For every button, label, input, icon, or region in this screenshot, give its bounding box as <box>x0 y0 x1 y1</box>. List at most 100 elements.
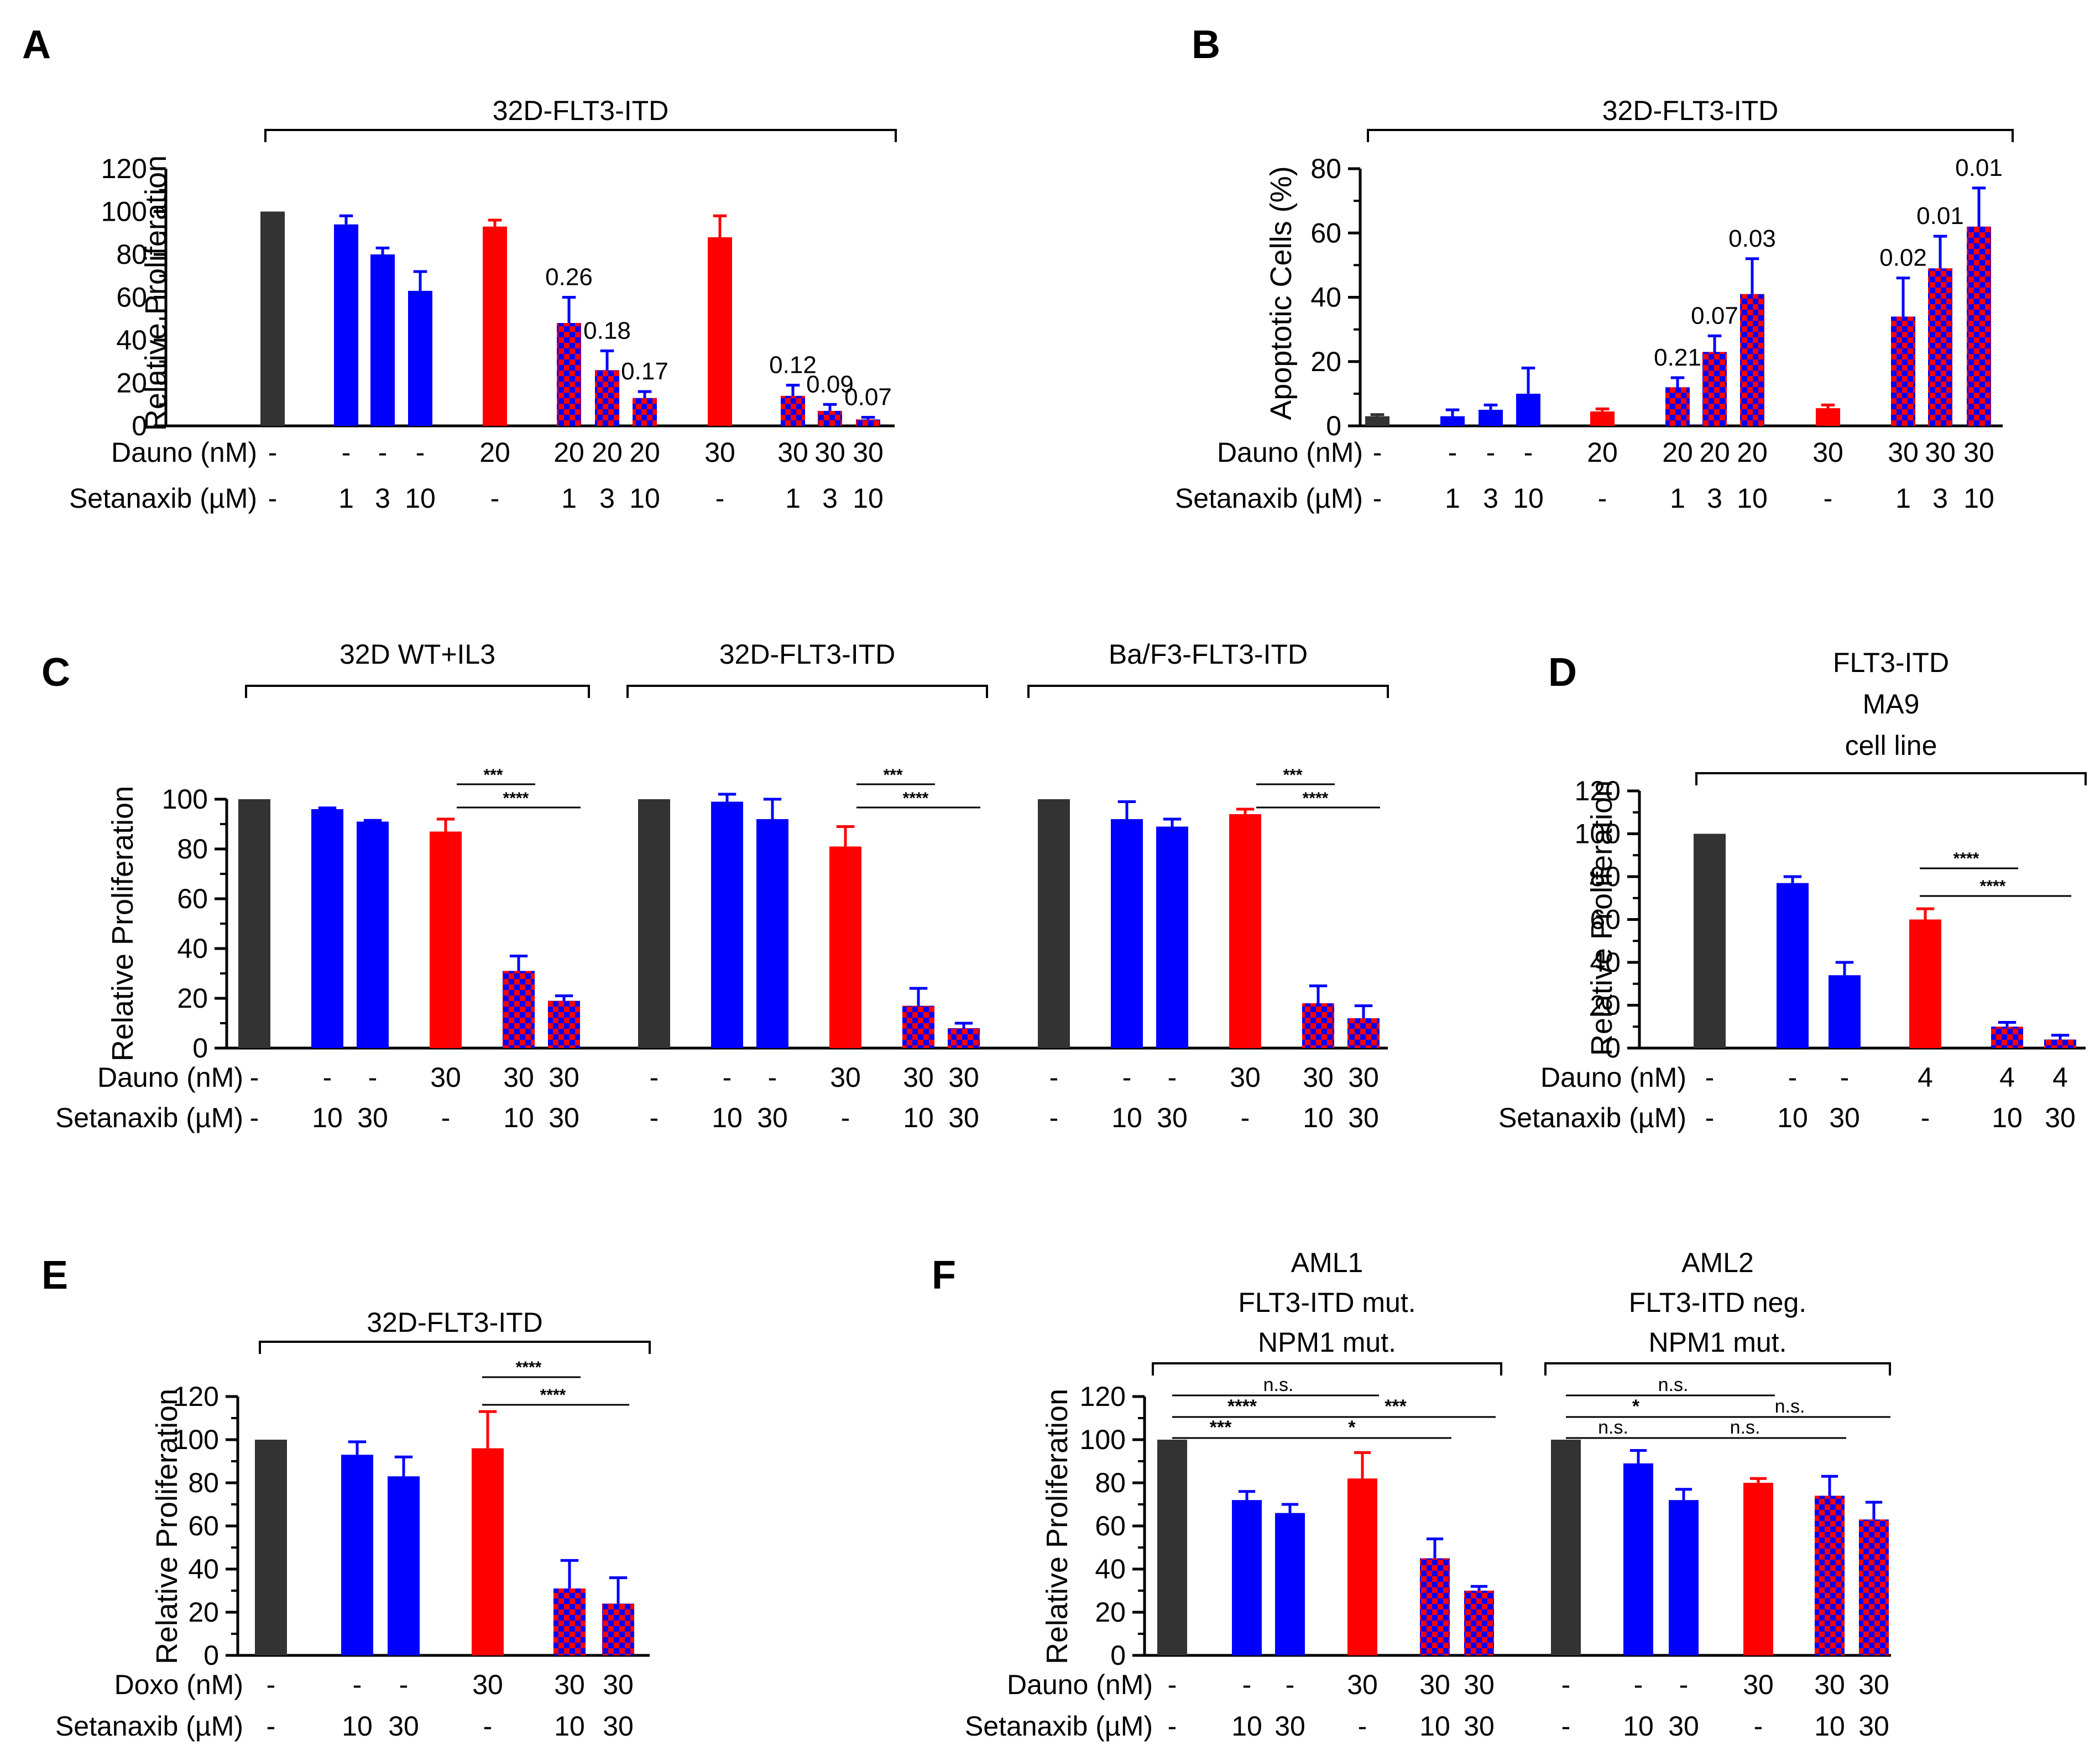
panel-F-dauno-bar <box>1743 1483 1773 1655</box>
panel-A-y-tick-label: 20 <box>116 368 147 399</box>
panel-F-row-value: 30 <box>1858 1669 1889 1700</box>
panel-B-row-label: Setanaxib (µM) <box>1175 483 1363 514</box>
panel-C-row-label: Dauno (nM) <box>97 1062 243 1093</box>
panel-A-row-value: - <box>715 483 725 514</box>
panel-A-row-value: - <box>378 437 388 468</box>
panel-D-row-label: Dauno (nM) <box>1540 1062 1686 1093</box>
panel-F-seta-bar <box>1669 1500 1699 1655</box>
panel-A-y-tick-label: 80 <box>116 239 147 270</box>
panel-E-combo-bar <box>602 1603 634 1655</box>
panel-E-y-tick-label: 40 <box>188 1554 219 1585</box>
panel-A-row-value: 1 <box>561 483 577 514</box>
panel-C-combo-bar <box>948 1028 980 1048</box>
panel-C-row-value: - <box>250 1062 259 1093</box>
panel-F-control-bar <box>1157 1440 1187 1655</box>
panel-D-row-value: 4 <box>1999 1062 2015 1093</box>
panel-B-row-value: 30 <box>1888 437 1919 468</box>
panel-C-row-value: - <box>768 1062 777 1093</box>
panel-C-control-bar <box>238 799 270 1048</box>
panel-F-control-bar <box>1551 1440 1581 1655</box>
panel-A-combo-bar <box>633 398 657 426</box>
panel-C-row-label: Setanaxib (µM) <box>55 1102 243 1133</box>
panel-F-row-value: 30 <box>1274 1711 1305 1742</box>
panel-F-y-tick-label: 0 <box>1110 1640 1126 1671</box>
panel-F-sig-label: n.s. <box>1658 1374 1689 1395</box>
panel-E-sig-label: **** <box>540 1386 566 1404</box>
panel-F-sig-label: n.s. <box>1263 1374 1294 1395</box>
panel-B-row-value: 20 <box>1587 437 1618 468</box>
panel-B-y-tick-label: 60 <box>1310 217 1341 248</box>
panel-E-row-value: 30 <box>554 1669 585 1700</box>
panel-B-row-value: - <box>1486 437 1496 468</box>
panel-B-row-value: - <box>1373 437 1382 468</box>
panel-A-row-value: 10 <box>405 483 436 514</box>
panel-B-row-label: Dauno (nM) <box>1217 437 1363 468</box>
panel-B-combo-bar <box>1928 268 1952 426</box>
panel-C-y-tick-label: 20 <box>177 983 208 1014</box>
panel-A-row-value: 20 <box>629 437 660 468</box>
panel-C-y-tick-label: 80 <box>177 833 208 864</box>
panel-A-row-value: - <box>268 437 278 468</box>
panel-C-row-value: - <box>650 1062 659 1093</box>
panel-C-dauno-bar <box>1229 814 1261 1048</box>
panel-A-combo-bar <box>818 410 842 426</box>
panel-D-row-value: - <box>1705 1062 1715 1093</box>
panel-C-row-value: 10 <box>712 1102 743 1133</box>
panel-C-row-value: - <box>1049 1102 1059 1133</box>
panel-A-row-value: - <box>416 437 425 468</box>
panel-A-y-tick-label: 40 <box>116 325 147 356</box>
panel-F-row-value: - <box>1168 1669 1177 1700</box>
panel-B-pvalue-label: 0.03 <box>1728 225 1776 252</box>
panel-A-row-value: 30 <box>853 437 884 468</box>
panel-B-row-value: - <box>1448 437 1458 468</box>
panel-C-seta-bar <box>357 821 389 1048</box>
panel-B-y-tick-label: 40 <box>1310 282 1341 313</box>
panel-E-row-value: - <box>353 1669 362 1700</box>
panel-D-title-line: FLT3-ITD <box>1833 647 1949 678</box>
panel-D-title-line: MA9 <box>1863 689 1920 720</box>
panel-D-bracket <box>1695 772 2087 785</box>
panel-F-row-value: - <box>1679 1669 1689 1700</box>
panel-E-row-value: - <box>399 1669 409 1700</box>
panel-A-seta-bar <box>370 254 395 426</box>
panel-C-y-tick-label: 0 <box>192 1033 208 1064</box>
panel-C-row-value: 30 <box>430 1062 461 1093</box>
panel-A-row-value: - <box>490 483 500 514</box>
panel-B-control-bar <box>1365 416 1389 426</box>
panel-C-row-value: - <box>841 1102 850 1133</box>
panel-B-row-value: - <box>1373 483 1382 514</box>
panel-C-sig-label: *** <box>1283 766 1302 784</box>
panel-F-group-title-line: AML1 <box>1291 1247 1364 1278</box>
panel-D-row-value: 4 <box>1918 1062 1933 1093</box>
panel-A-pvalue-label: 0.07 <box>844 384 892 411</box>
panel-C-row-value: - <box>650 1102 659 1133</box>
panel-F-row-value: 10 <box>1623 1711 1654 1742</box>
panel-B-combo-bar <box>1891 316 1915 426</box>
panel-F-sig-label: **** <box>1227 1396 1257 1417</box>
panel-A-seta-bar <box>334 224 358 426</box>
panel-E-y-tick-label: 100 <box>173 1424 219 1455</box>
panel-F-sig-label: * <box>1632 1396 1640 1417</box>
panel-D-row-value: - <box>1840 1062 1850 1093</box>
panel-C-y-tick-label: 40 <box>177 933 208 964</box>
panel-F-row-value: 10 <box>1419 1711 1450 1742</box>
panel-A-pvalue-label: 0.18 <box>583 317 631 344</box>
panel-F-row-value: - <box>1242 1669 1252 1700</box>
panel-F-row-value: - <box>1634 1669 1643 1700</box>
panel-D-label: D <box>1548 650 1577 695</box>
panel-F-combo-bar <box>1420 1558 1450 1655</box>
panel-E-row-value: 30 <box>603 1669 634 1700</box>
panel-C-sig-label: *** <box>883 766 902 784</box>
panel-E-y-tick-label: 120 <box>173 1381 219 1412</box>
panel-F-row-value: - <box>1754 1711 1763 1742</box>
panel-F-y-tick-label: 40 <box>1095 1554 1126 1585</box>
panel-C-group-bracket <box>245 685 590 698</box>
panel-F-combo-bar <box>1464 1591 1494 1655</box>
panel-B-combo-bar <box>1967 226 1991 426</box>
panel-A-row-value: 30 <box>814 437 845 468</box>
panel-C-dauno-bar <box>829 846 861 1048</box>
panel-E-row-value: - <box>267 1669 276 1700</box>
panel-D-y-tick-label: 80 <box>1590 861 1621 892</box>
panel-E-seta-bar <box>341 1455 373 1655</box>
panel-E-y-tick-label: 20 <box>188 1597 219 1628</box>
